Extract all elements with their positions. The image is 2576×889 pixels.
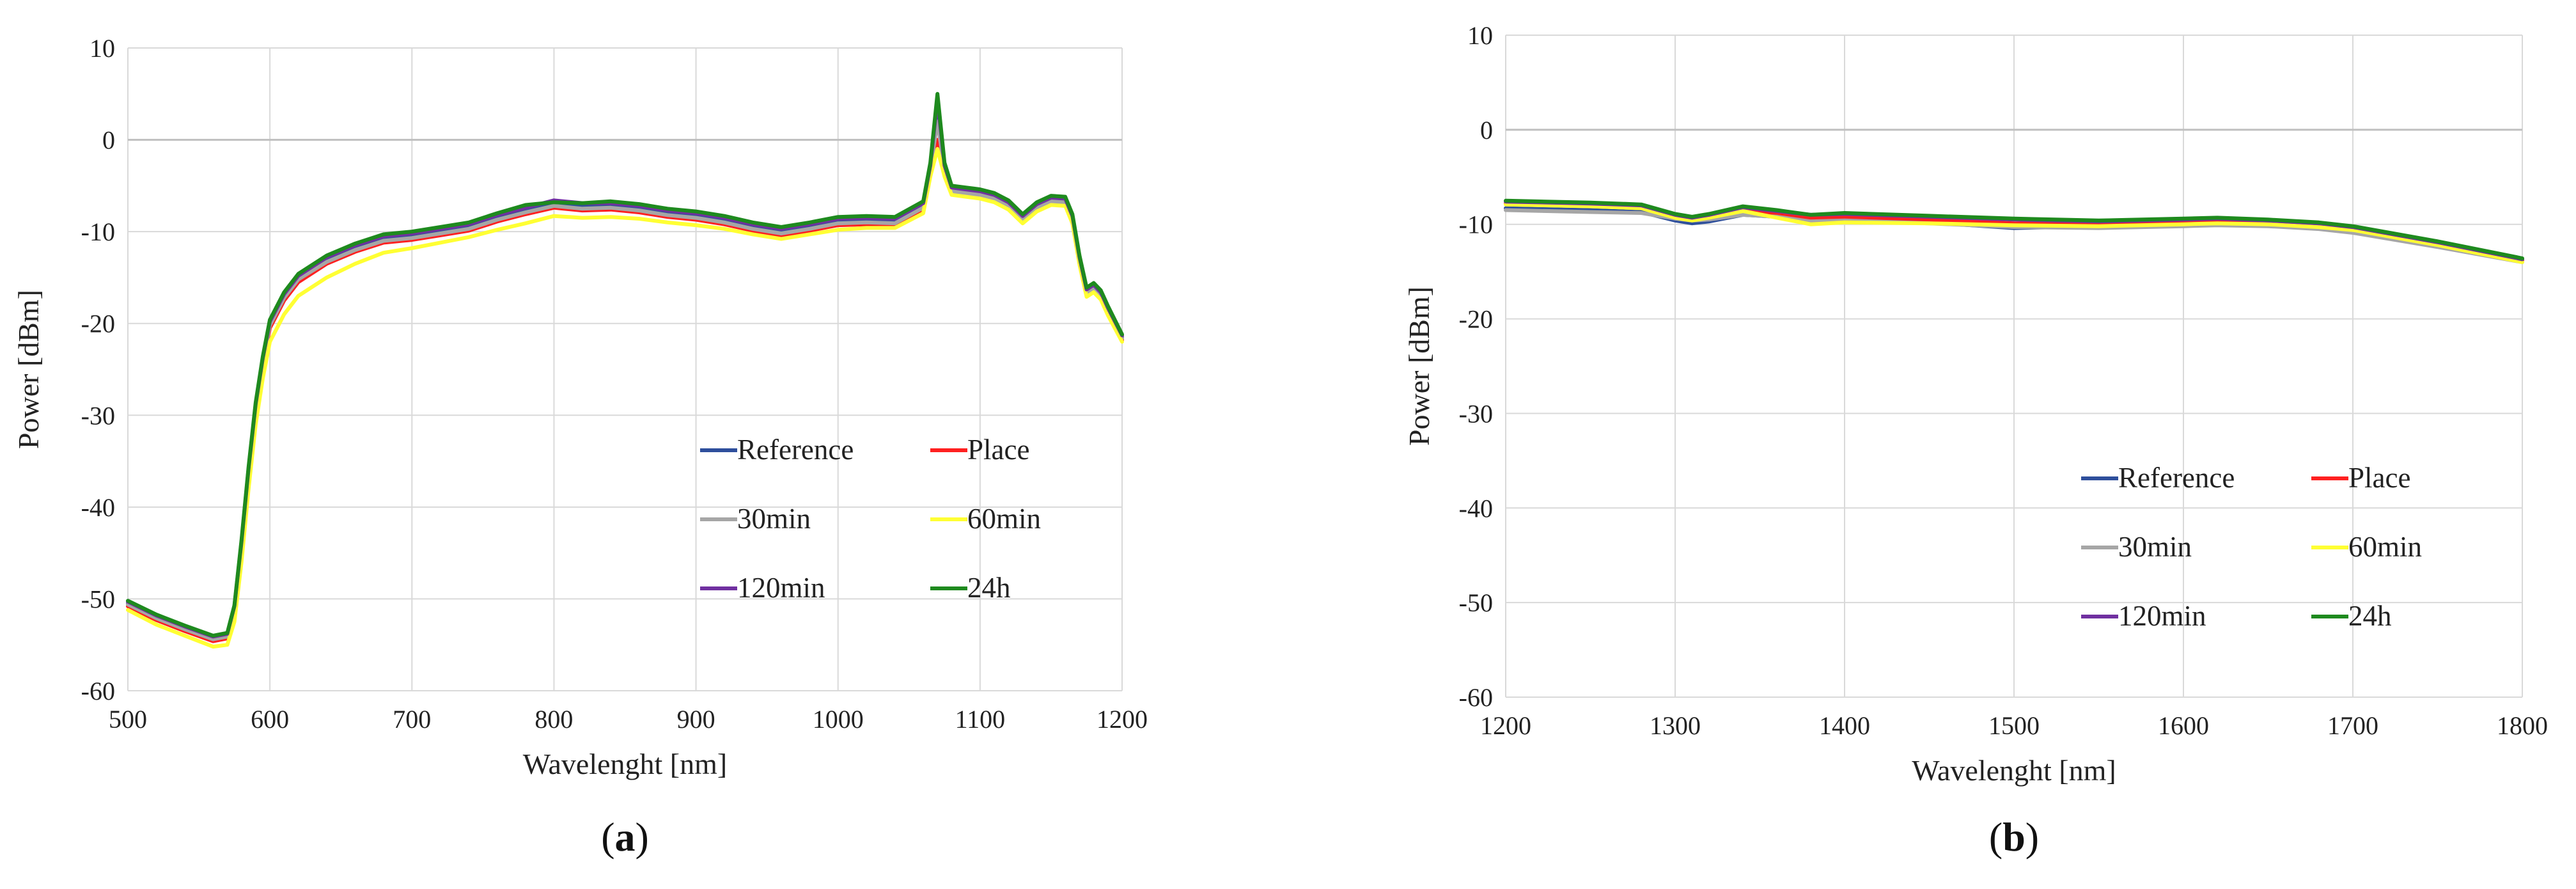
caption-close: ) xyxy=(636,814,649,860)
x-tick-label: 1400 xyxy=(1819,711,1870,740)
legend-label: Place xyxy=(2348,462,2410,494)
legend-label: 120min xyxy=(737,572,825,604)
x-tick-label: 1200 xyxy=(1097,705,1148,734)
x-tick-label: 1000 xyxy=(813,705,864,734)
y-tick-label: -30 xyxy=(81,401,115,430)
series-line-24h xyxy=(126,91,1124,638)
y-tick-label: -60 xyxy=(1459,683,1493,712)
series-line-60min xyxy=(1504,202,2524,264)
y-tick-label: -20 xyxy=(81,310,115,338)
y-tick-label: -10 xyxy=(81,217,115,246)
y-tick-label: -40 xyxy=(1459,494,1493,523)
x-tick-label: 1100 xyxy=(955,705,1006,734)
x-tick-label: 1500 xyxy=(1988,711,2040,740)
legend-label: 60min xyxy=(2348,531,2422,563)
x-tick-label: 900 xyxy=(677,705,715,734)
panel-caption: (a) xyxy=(601,814,649,860)
legend-label: 30min xyxy=(737,503,811,535)
y-tick-label: 10 xyxy=(1467,21,1493,50)
y-tick-label: -60 xyxy=(81,677,115,705)
x-axis-label: Wavelenght [nm] xyxy=(1912,754,2116,787)
series-line-24h xyxy=(1504,198,2524,260)
x-axis-label: Wavelenght [nm] xyxy=(523,748,727,780)
x-tick-label: 1700 xyxy=(2327,711,2378,740)
series-line-place xyxy=(126,138,1124,643)
legend-label: 30min xyxy=(2118,531,2192,563)
x-tick-label: 700 xyxy=(393,705,431,734)
y-tick-label: 0 xyxy=(1480,116,1493,145)
caption-letter: a xyxy=(615,814,636,860)
caption-close: ) xyxy=(2026,814,2039,860)
x-tick-label: 500 xyxy=(109,705,147,734)
legend-label: 24h xyxy=(2348,600,2392,632)
x-tick-label: 1200 xyxy=(1480,711,1531,740)
series-line-60min xyxy=(126,146,1124,649)
y-axis-label: Power [dBm] xyxy=(1403,287,1435,446)
legend-label: 24h xyxy=(967,572,1011,604)
caption-letter: b xyxy=(2002,814,2026,860)
legend-label: Place xyxy=(967,434,1029,466)
caption-open: ( xyxy=(1989,814,2002,860)
y-tick-label: -50 xyxy=(81,585,115,613)
y-tick-label: 0 xyxy=(102,126,115,155)
legend: Reference Place 30min 60min 120min 24h xyxy=(700,434,1041,604)
x-tick-label: 1600 xyxy=(2158,711,2209,740)
y-tick-label: 10 xyxy=(90,34,115,63)
y-tick-label: -30 xyxy=(1459,399,1493,428)
legend-label: 60min xyxy=(967,503,1041,535)
x-tick-label: 1800 xyxy=(2497,711,2548,740)
caption-open: ( xyxy=(601,814,614,860)
legend-label: Reference xyxy=(737,434,854,466)
legend-label: 120min xyxy=(2118,600,2206,632)
x-tick-label: 1300 xyxy=(1650,711,1701,740)
legend: Reference Place 30min 60min 120min 24h xyxy=(2081,462,2422,632)
y-tick-label: -10 xyxy=(1459,210,1493,239)
series-line-120min xyxy=(126,97,1124,639)
y-tick-label: -40 xyxy=(81,493,115,522)
y-tick-label: -20 xyxy=(1459,305,1493,334)
y-axis-label: Power [dBm] xyxy=(12,290,45,449)
x-tick-label: 800 xyxy=(535,705,573,734)
panel-caption: (b) xyxy=(1989,814,2039,860)
legend-label: Reference xyxy=(2118,462,2235,494)
y-tick-label: -50 xyxy=(1459,588,1493,617)
x-tick-label: 600 xyxy=(251,705,289,734)
